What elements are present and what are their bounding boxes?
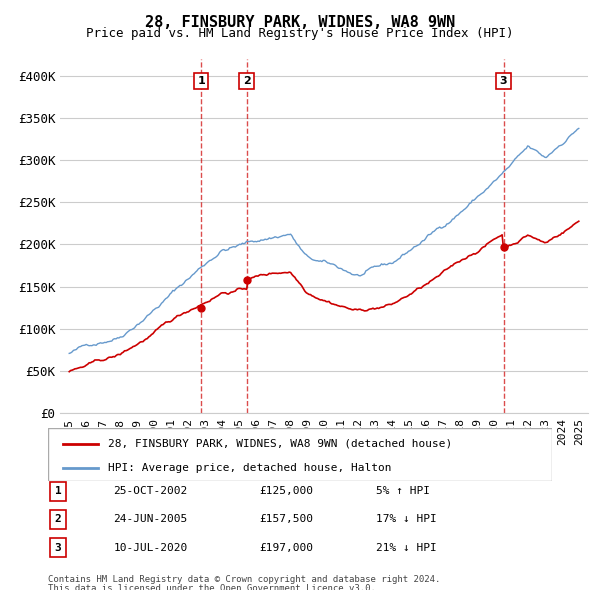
Text: 10-JUL-2020: 10-JUL-2020 bbox=[113, 543, 188, 553]
Text: HPI: Average price, detached house, Halton: HPI: Average price, detached house, Halt… bbox=[109, 463, 392, 473]
Text: 1: 1 bbox=[197, 76, 205, 86]
Text: £197,000: £197,000 bbox=[260, 543, 314, 553]
Text: £157,500: £157,500 bbox=[260, 514, 314, 525]
Text: 25-OCT-2002: 25-OCT-2002 bbox=[113, 486, 188, 496]
Text: 3: 3 bbox=[500, 76, 508, 86]
Text: This data is licensed under the Open Government Licence v3.0.: This data is licensed under the Open Gov… bbox=[48, 584, 376, 590]
Text: 3: 3 bbox=[55, 543, 61, 553]
Text: Price paid vs. HM Land Registry's House Price Index (HPI): Price paid vs. HM Land Registry's House … bbox=[86, 27, 514, 40]
FancyBboxPatch shape bbox=[48, 428, 552, 481]
Text: 24-JUN-2005: 24-JUN-2005 bbox=[113, 514, 188, 525]
Text: 28, FINSBURY PARK, WIDNES, WA8 9WN: 28, FINSBURY PARK, WIDNES, WA8 9WN bbox=[145, 15, 455, 30]
Text: 21% ↓ HPI: 21% ↓ HPI bbox=[376, 543, 436, 553]
Text: 5% ↑ HPI: 5% ↑ HPI bbox=[376, 486, 430, 496]
Text: 28, FINSBURY PARK, WIDNES, WA8 9WN (detached house): 28, FINSBURY PARK, WIDNES, WA8 9WN (deta… bbox=[109, 439, 453, 448]
Text: £125,000: £125,000 bbox=[260, 486, 314, 496]
Text: 17% ↓ HPI: 17% ↓ HPI bbox=[376, 514, 436, 525]
Text: Contains HM Land Registry data © Crown copyright and database right 2024.: Contains HM Land Registry data © Crown c… bbox=[48, 575, 440, 584]
Text: 2: 2 bbox=[243, 76, 251, 86]
Text: 1: 1 bbox=[55, 486, 61, 496]
Text: 2: 2 bbox=[55, 514, 61, 525]
